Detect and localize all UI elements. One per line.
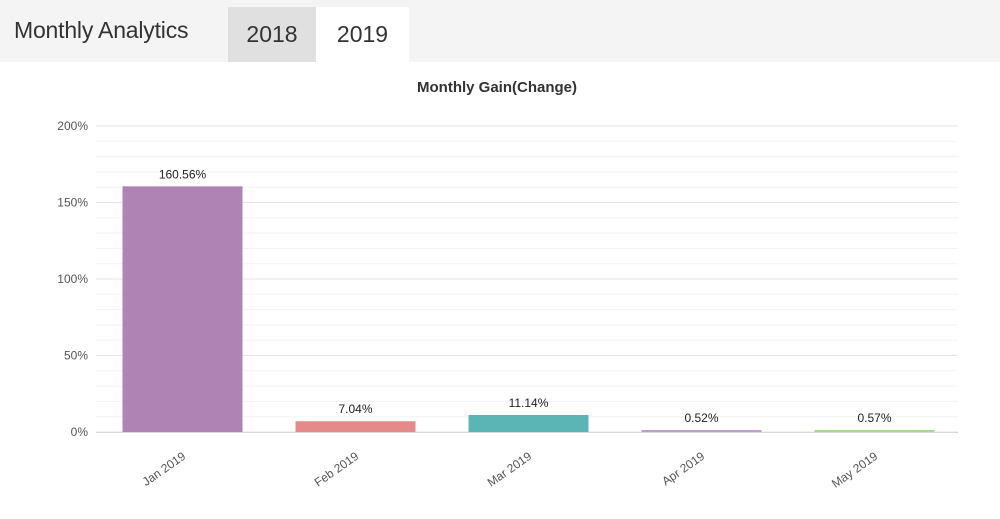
data-label: 0.52% (684, 411, 718, 425)
y-tick-label: 150% (57, 196, 88, 210)
y-tick-label: 50% (64, 349, 88, 363)
monthly-gain-chart: Monthly Gain(Change) 0% 50% 100% 150% 200% 1… (57, 79, 958, 491)
data-label: 0.57% (857, 411, 891, 425)
y-tick-label: 100% (57, 272, 88, 286)
data-label: 160.56% (159, 167, 207, 181)
data-label: 7.04% (338, 402, 372, 416)
bar-jan-2019[interactable] (122, 186, 243, 432)
analytics-header: Monthly Analytics 2018 2019 (0, 0, 1000, 62)
y-axis: 0% 50% 100% 150% 200% (57, 119, 88, 439)
y-tick-label: 200% (57, 119, 88, 133)
data-labels: 160.56% 7.04% 11.14% 0.52% 0.57% (159, 167, 892, 425)
tab-2019[interactable]: 2019 (316, 7, 409, 62)
data-label: 11.14% (509, 396, 549, 410)
bar-mar-2019[interactable] (468, 414, 589, 432)
chart-title: Monthly Gain(Change) (417, 79, 577, 96)
bar-feb-2019[interactable] (295, 421, 416, 432)
y-tick-label: 0% (71, 425, 89, 439)
page-title: Monthly Analytics (14, 17, 189, 43)
x-tick-label: Mar 2019 (485, 449, 535, 490)
tab-2018[interactable]: 2018 (228, 7, 316, 62)
x-axis: Jan 2019 Feb 2019 Mar 2019 Apr 2019 May 2019 (140, 449, 881, 491)
x-tick-label: Feb 2019 (312, 449, 362, 490)
bar-may-2019[interactable] (814, 430, 935, 432)
x-tick-label: Apr 2019 (659, 449, 707, 489)
x-tick-label: Jan 2019 (140, 449, 189, 489)
bar-apr-2019[interactable] (641, 430, 762, 432)
bars (122, 186, 935, 432)
x-tick-label: May 2019 (829, 449, 880, 491)
